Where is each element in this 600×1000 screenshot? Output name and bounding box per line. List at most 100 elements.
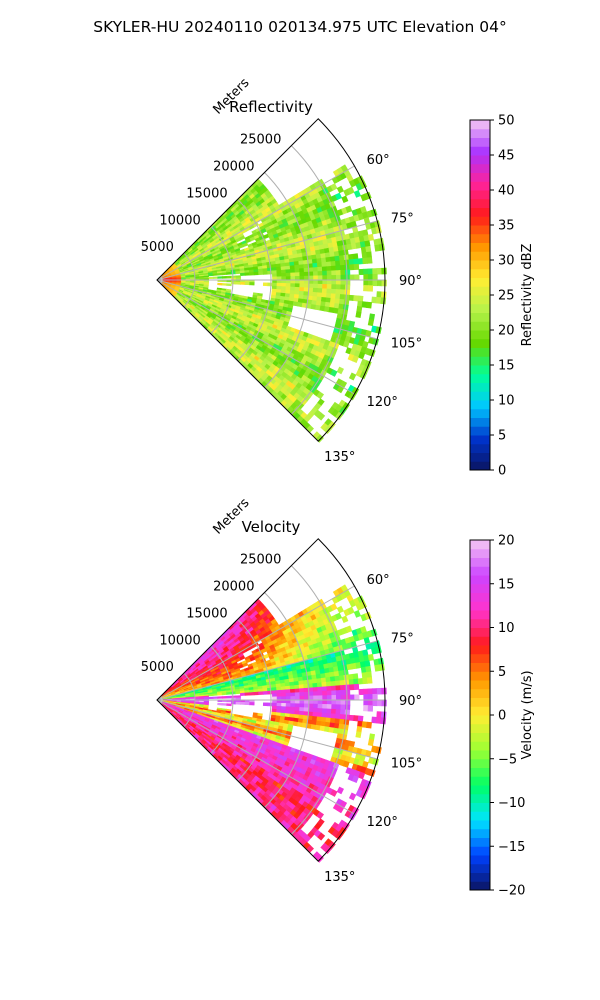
radar-gate [226,283,232,287]
radar-gate [285,699,292,704]
colorbar-swatch [470,181,490,191]
radar-gate [253,691,260,696]
colorbar-swatch [470,557,490,567]
radar-gate [340,689,346,696]
radar-gate [267,282,273,287]
colorbar-swatch [470,146,490,156]
radar-gate [317,288,323,294]
radar-gate [308,703,314,709]
radar-gate [299,707,305,712]
radar-gate [226,691,232,695]
radar-gate [226,695,232,699]
radar-gate [294,272,301,277]
colorbar-tick-label: 40 [498,184,515,199]
colorbar-swatch [470,758,490,768]
radar-gate [321,292,328,299]
radar-gate [244,272,250,276]
radar-gate [344,709,351,716]
colorbar-tick-label: 10 [498,394,515,409]
radar-gate [375,296,382,304]
radar-gate [353,678,359,685]
radar-gate [299,703,305,709]
radar-gate [367,688,374,695]
colorbar-tick-label: 15 [498,359,515,374]
colorbar-swatch [470,750,490,760]
radial-tick-label: 25000 [240,553,281,568]
radar-gate [271,270,278,275]
radar-gate [325,261,332,267]
radar-gate [380,711,387,719]
radar-gate [348,259,355,266]
radar-gate [367,653,375,662]
colorbar-swatch [470,198,490,208]
azimuth-tick-label: 90° [399,274,422,289]
radar-gate [331,270,337,276]
radar-gate [363,694,369,701]
radial-tick-label: 10000 [159,633,200,648]
radar-gate [294,692,301,697]
radar-gate [363,699,369,706]
colorbar-swatch [470,653,490,663]
radar-gate [344,679,350,686]
radar-gate [294,699,301,705]
radar-gate [344,714,350,721]
radar-gate [349,684,355,691]
radar-gate [221,692,228,696]
radar-gate [303,283,310,289]
radar-gate [290,272,296,277]
radial-tick-label: 25000 [240,133,281,148]
radar-gate [353,609,362,618]
radar-gate [281,702,287,708]
radar-gate [299,271,305,277]
radial-tick-label: 15000 [186,606,227,621]
colorbar-swatch [470,828,490,838]
radar-gate [336,366,344,375]
colorbar-label: Velocity (m/s) [520,670,535,759]
radar-gate [335,680,341,687]
radar-gate [335,685,341,691]
radar-gate [335,289,341,295]
radar-gate [354,274,360,281]
radar-gate [208,273,214,277]
radar-gate [372,693,378,701]
radar-gate [367,274,374,281]
radar-gate [221,283,228,286]
colorbar-swatch [470,636,490,646]
colorbar-swatch [470,207,490,217]
radar-gate [317,699,323,705]
radar-gates [160,584,387,863]
radar-gate [340,699,346,706]
radar-gate [244,702,250,706]
radar-gate [280,689,287,694]
radar-gate [262,702,269,707]
radar-gate [330,288,337,295]
radar-gate [357,715,364,722]
radar-gate [322,704,328,710]
radar-gate [303,707,310,713]
radar-gate [354,694,360,701]
radar-gate [303,287,310,293]
radar-gate [294,703,301,708]
radar-gate [317,691,323,697]
radar-gate [326,695,333,701]
colorbar-swatch [470,802,490,812]
radar-gate [267,690,273,695]
panel-title: Reflectivity [229,98,313,116]
radar-gate [322,699,328,705]
radar-gate [317,695,323,701]
colorbar-swatch [470,706,490,716]
radar-gate [235,281,241,285]
colorbar-swatch [470,820,490,830]
radar-gate [366,301,372,309]
colorbar-swatch [470,242,490,252]
radar-gate [303,703,310,709]
radar-gate [212,276,219,279]
radar-gate [313,699,319,705]
colorbar-swatch [470,785,490,795]
radar-gate [330,293,337,300]
radar-gate [325,713,332,719]
radar-gate [336,185,344,194]
colorbar-swatch [470,225,490,235]
radar-gate [249,282,255,286]
radar-gate [336,605,344,614]
